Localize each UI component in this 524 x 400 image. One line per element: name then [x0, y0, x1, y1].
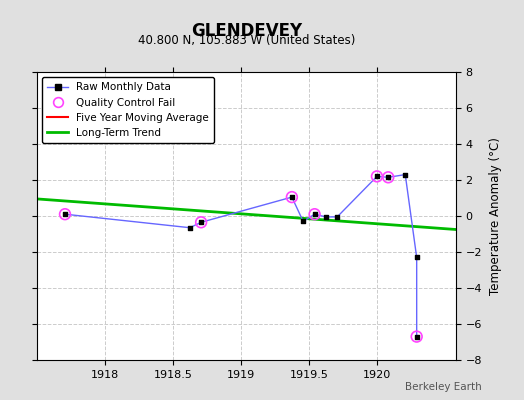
- Point: [412, 254, 421, 261]
- Text: 40.800 N, 105.883 W (United States): 40.800 N, 105.883 W (United States): [138, 34, 355, 47]
- Point: [61, 211, 69, 218]
- Point: [373, 173, 381, 180]
- Point: [384, 174, 392, 180]
- Point: [288, 194, 296, 200]
- Y-axis label: Temperature Anomaly (°C): Temperature Anomaly (°C): [489, 137, 502, 295]
- Point: [61, 211, 69, 218]
- Point: [333, 214, 342, 220]
- Point: [310, 211, 319, 218]
- Point: [310, 211, 319, 218]
- Point: [322, 214, 330, 220]
- Legend: Raw Monthly Data, Quality Control Fail, Five Year Moving Average, Long-Term Tren: Raw Monthly Data, Quality Control Fail, …: [42, 77, 214, 143]
- Point: [185, 224, 194, 231]
- Point: [373, 173, 381, 180]
- Point: [288, 194, 296, 200]
- Point: [197, 219, 205, 226]
- Point: [384, 174, 392, 180]
- Point: [299, 218, 308, 225]
- Text: GLENDEVEY: GLENDEVEY: [191, 22, 302, 40]
- Point: [412, 334, 421, 340]
- Text: Berkeley Earth: Berkeley Earth: [406, 382, 482, 392]
- Point: [197, 219, 205, 226]
- Point: [412, 334, 421, 340]
- Point: [401, 171, 409, 178]
